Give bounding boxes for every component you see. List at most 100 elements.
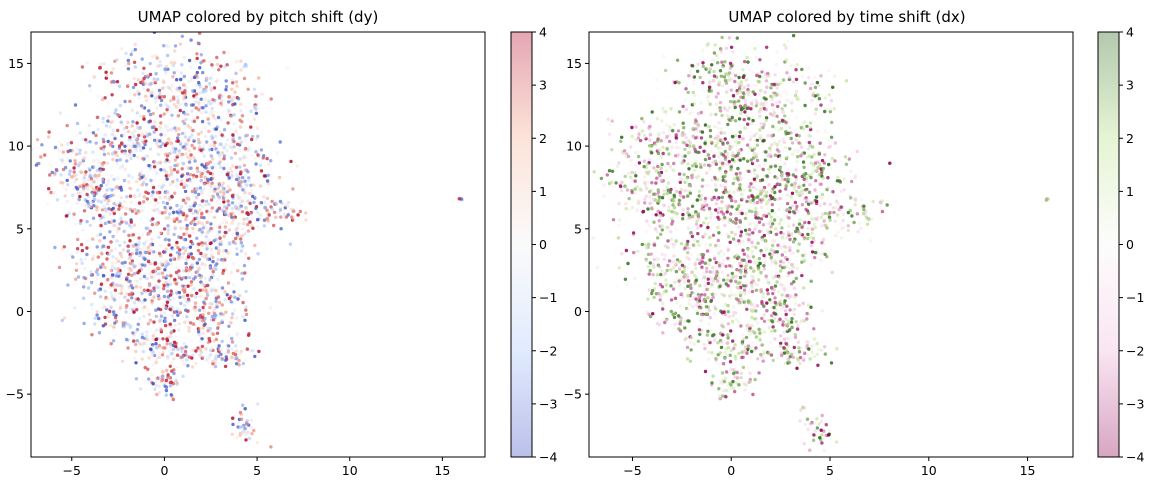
scatter-point	[134, 330, 138, 334]
scatter-point	[203, 322, 207, 326]
scatter-point	[142, 288, 146, 292]
scatter-point	[184, 276, 188, 280]
colorbar-tick-label: 1	[539, 184, 547, 199]
scatter-point	[865, 222, 870, 226]
scatter-point	[268, 183, 272, 187]
scatter-point	[168, 380, 173, 385]
scatter-point	[262, 174, 267, 178]
scatter-point	[779, 126, 784, 131]
scatter-point	[164, 174, 168, 178]
scatter-point	[231, 422, 235, 427]
scatter-point	[219, 309, 223, 314]
scatter-point	[144, 239, 148, 243]
scatter-point	[83, 204, 88, 209]
scatter-point	[254, 94, 258, 99]
scatter-point	[724, 264, 728, 268]
scatter-point	[660, 228, 664, 232]
scatter-point	[217, 300, 222, 305]
scatter-point	[213, 364, 218, 369]
scatter-point	[267, 162, 271, 167]
scatter-point	[708, 67, 712, 71]
scatter-point	[55, 198, 60, 202]
scatter-point	[213, 140, 217, 145]
scatter-point	[211, 259, 215, 264]
scatter-point	[656, 178, 660, 182]
scatter-point	[691, 82, 696, 86]
scatter-point	[788, 206, 792, 210]
scatter-point	[181, 198, 186, 202]
scatter-point	[763, 260, 767, 264]
scatter-point	[790, 101, 794, 105]
scatter-point	[683, 188, 687, 193]
scatter-point	[198, 318, 202, 322]
scatter-point	[222, 189, 226, 193]
scatter-point	[109, 323, 113, 328]
scatter-point	[156, 292, 160, 297]
scatter-point	[689, 69, 693, 74]
scatter-point	[81, 186, 86, 191]
scatter-point	[243, 186, 247, 191]
scatter-point	[118, 213, 123, 218]
scatter-point	[161, 181, 166, 186]
scatter-point	[203, 126, 208, 130]
scatter-point	[683, 326, 687, 330]
scatter-point	[166, 105, 171, 110]
scatter-point	[132, 76, 136, 81]
scatter-point	[249, 418, 254, 422]
scatter-point	[206, 102, 210, 106]
scatter-point	[196, 265, 200, 269]
scatter-point	[195, 291, 199, 295]
scatter-point	[171, 210, 176, 215]
scatter-point	[184, 308, 188, 312]
scatter-point	[243, 168, 247, 172]
scatter-point	[120, 142, 124, 146]
scatter-point	[238, 410, 243, 415]
scatter-point	[192, 139, 196, 143]
scatter-point	[233, 201, 238, 205]
scatter-point	[663, 271, 667, 275]
scatter-point	[765, 174, 769, 178]
scatter-point	[197, 132, 201, 136]
scatter-point	[660, 285, 665, 289]
scatter-point	[220, 133, 224, 137]
scatter-point	[255, 126, 260, 130]
scatter-point	[198, 203, 202, 207]
scatter-point	[210, 86, 214, 91]
chart-title: UMAP colored by time shift (dx)	[728, 8, 965, 26]
scatter-point	[130, 109, 134, 114]
scatter-point	[821, 212, 825, 216]
scatter-point	[767, 152, 772, 157]
scatter-point	[707, 206, 712, 211]
scatter-point	[165, 368, 169, 373]
scatter-point	[65, 178, 69, 183]
scatter-point	[668, 128, 672, 132]
scatter-point	[192, 287, 196, 291]
scatter-point	[192, 256, 196, 261]
scatter-point	[230, 146, 234, 150]
scatter-point	[204, 166, 208, 170]
scatter-point	[734, 274, 738, 278]
scatter-point	[210, 166, 214, 170]
scatter-point	[757, 109, 762, 114]
scatter-point	[648, 129, 652, 133]
scatter-point	[729, 167, 733, 172]
scatter-point	[779, 81, 783, 86]
scatter-point	[153, 272, 157, 276]
scatter-point	[690, 214, 695, 219]
scatter-point	[255, 402, 260, 406]
scatter-point	[748, 146, 752, 150]
scatter-point	[168, 293, 173, 297]
scatter-point	[733, 119, 738, 123]
scatter-point	[84, 203, 89, 207]
scatter-point	[180, 91, 185, 95]
scatter-point	[129, 220, 133, 224]
scatter-point	[721, 84, 725, 88]
scatter-point	[676, 153, 680, 157]
scatter-point	[182, 232, 186, 236]
scatter-point	[817, 84, 821, 88]
scatter-point	[813, 188, 817, 192]
scatter-point	[714, 188, 718, 192]
scatter-point	[621, 151, 626, 156]
scatter-point	[643, 133, 647, 138]
scatter-point	[113, 321, 117, 325]
